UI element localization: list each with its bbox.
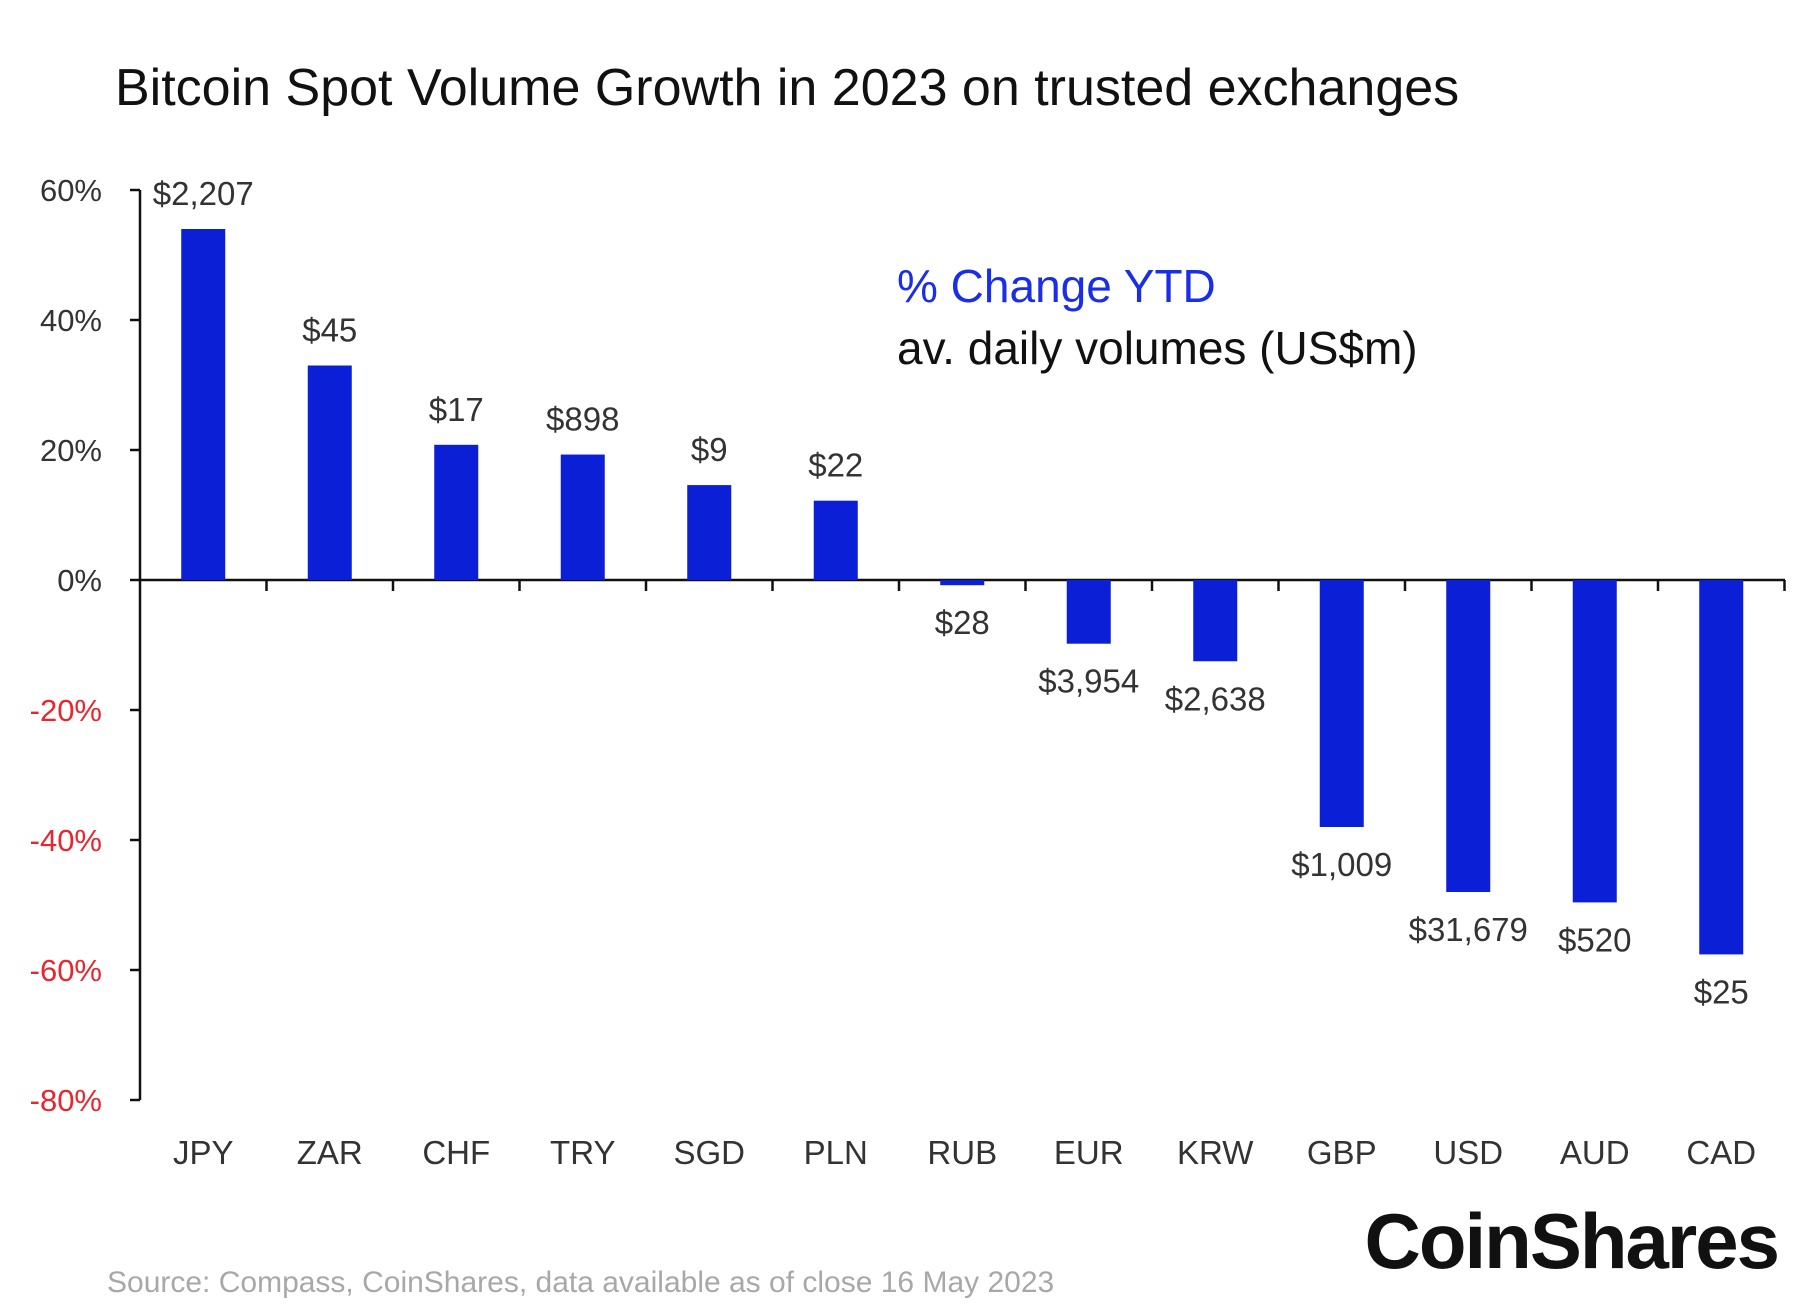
category-label-krw: KRW <box>1177 1134 1254 1171</box>
data-labels: $2,207 $45 $17 $898 $9 $22 $28 $3,954 $2,638 $1,0… <box>153 175 1749 1010</box>
legend-title: % Change YTD <box>897 260 1216 312</box>
y-tick-label: -40% <box>30 823 102 858</box>
legend-subtitle: av. daily volumes (US$m) <box>897 322 1418 374</box>
legend: % Change YTD av. daily volumes (US$m) <box>897 260 1418 374</box>
data-label-rub: $28 <box>935 604 990 641</box>
data-label-gbp: $1,009 <box>1291 846 1392 883</box>
source-note: Source: Compass, CoinShares, data availa… <box>107 1266 1054 1299</box>
category-label-zar: ZAR <box>297 1134 363 1171</box>
bar-chf <box>434 444 479 580</box>
data-label-sgd: $9 <box>691 431 728 468</box>
data-label-krw: $2,638 <box>1165 680 1266 717</box>
data-label-try: $898 <box>546 401 619 438</box>
y-tick-label: -20% <box>30 693 102 728</box>
category-label-aud: AUD <box>1560 1134 1630 1171</box>
bar-krw <box>1193 580 1238 662</box>
chart-title: Bitcoin Spot Volume Growth in 2023 on tr… <box>115 59 1459 117</box>
bar-jpy <box>181 229 226 580</box>
bar-rub <box>940 580 985 586</box>
y-axis: 60% 40% 20% 0% -20% -40% -60% -80% <box>30 173 142 1118</box>
bar-zar <box>307 365 352 580</box>
category-label-sgd: SGD <box>673 1134 745 1171</box>
data-label-usd: $31,679 <box>1409 911 1528 948</box>
category-label-eur: EUR <box>1054 1134 1124 1171</box>
y-tick-label: 40% <box>40 303 102 338</box>
data-label-chf: $17 <box>429 391 484 428</box>
category-label-cad: CAD <box>1686 1134 1756 1171</box>
bar-try <box>560 454 605 580</box>
data-label-cad: $25 <box>1694 973 1749 1010</box>
y-tick-label: -60% <box>30 953 102 988</box>
category-label-chf: CHF <box>422 1134 490 1171</box>
category-label-try: TRY <box>550 1134 615 1171</box>
data-label-jpy: $2,207 <box>153 175 254 212</box>
category-label-rub: RUB <box>927 1134 997 1171</box>
y-tick-label: -80% <box>30 1083 102 1118</box>
bar-eur <box>1066 580 1111 644</box>
bar-gbp <box>1319 580 1364 827</box>
data-label-pln: $22 <box>808 447 863 484</box>
category-label-pln: PLN <box>804 1134 868 1171</box>
data-label-zar: $45 <box>302 312 357 349</box>
category-label-jpy: JPY <box>173 1134 234 1171</box>
category-label-usd: USD <box>1433 1134 1503 1171</box>
y-tick-label: 20% <box>40 433 102 468</box>
bar-pln <box>813 500 858 580</box>
bar-usd <box>1446 580 1491 892</box>
bar-aud <box>1572 580 1617 903</box>
bar-sgd <box>687 485 732 580</box>
coinshares-logo: CoinShares <box>1365 1197 1778 1285</box>
y-tick-label: 60% <box>40 173 102 208</box>
bars <box>181 229 1744 955</box>
data-label-aud: $520 <box>1558 921 1631 958</box>
bar-cad <box>1699 580 1744 955</box>
y-tick-label: 0% <box>57 563 102 598</box>
category-labels: JPY ZAR CHF TRY SGD PLN RUB EUR KRW GBP USD AUD CAD <box>173 1134 1756 1171</box>
category-label-gbp: GBP <box>1307 1134 1377 1171</box>
data-label-eur: $3,954 <box>1038 663 1139 700</box>
